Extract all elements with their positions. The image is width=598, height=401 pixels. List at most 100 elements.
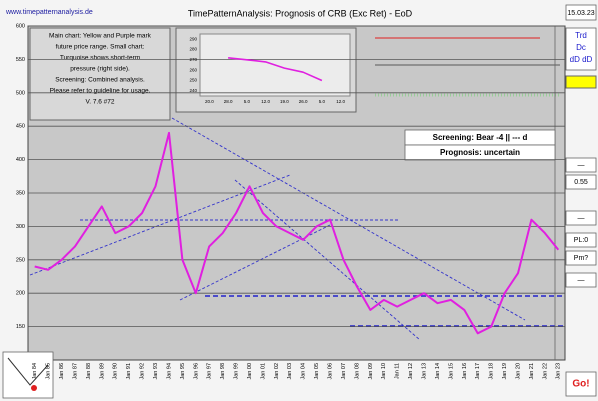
side-box bbox=[565, 250, 597, 266]
x-tick-label: Jan 97 bbox=[207, 363, 213, 380]
x-tick-label: Jan 01 bbox=[260, 363, 266, 380]
side-box bbox=[565, 272, 597, 288]
x-tick-label: Jan 94 bbox=[166, 363, 172, 380]
side-box bbox=[565, 174, 597, 190]
x-tick-label: 5.0 bbox=[319, 99, 326, 104]
x-tick-label: Jan 15 bbox=[448, 363, 454, 380]
x-tick-label: Jan 98 bbox=[220, 363, 226, 380]
x-tick-label: Jan 02 bbox=[274, 363, 280, 380]
side-box bbox=[565, 210, 597, 226]
y-tick-label: 350 bbox=[16, 190, 25, 196]
side-label: Dc bbox=[576, 43, 586, 52]
side-box bbox=[565, 157, 597, 173]
y-tick-label: 550 bbox=[16, 57, 25, 63]
x-tick-label: 20.0 bbox=[205, 99, 214, 104]
icon-box[interactable] bbox=[2, 351, 54, 399]
y-tick-label: 250 bbox=[189, 78, 197, 83]
x-tick-label: 28.0 bbox=[224, 99, 233, 104]
side-box-label: Pm? bbox=[574, 255, 589, 262]
y-tick-label: 150 bbox=[16, 324, 25, 330]
x-tick-label: Jan 19 bbox=[502, 363, 508, 380]
x-tick-label: 12.0 bbox=[336, 99, 345, 104]
y-tick-label: 400 bbox=[16, 157, 25, 163]
side-box-label: — bbox=[578, 162, 585, 169]
x-tick-label: Jan 12 bbox=[408, 363, 414, 380]
x-tick-label: Jan 16 bbox=[462, 363, 468, 380]
chart-title: TimePatternAnalysis: Prognosis of CRB (E… bbox=[188, 8, 413, 18]
y-tick-label: 500 bbox=[16, 90, 25, 96]
x-tick-label: Jan 22 bbox=[542, 363, 548, 380]
info-line: Main chart: Yellow and Purple mark bbox=[49, 33, 152, 40]
x-tick-label: Jan 17 bbox=[475, 363, 481, 380]
x-tick-label: Jan 20 bbox=[515, 363, 521, 380]
price-line bbox=[228, 57, 323, 82]
side-label: dD dD bbox=[570, 55, 593, 64]
icon-shape bbox=[7, 357, 49, 386]
x-tick-label: Jan 91 bbox=[126, 363, 132, 380]
yellow-box bbox=[565, 75, 597, 89]
x-tick-label: Jan 18 bbox=[489, 363, 495, 380]
x-tick-label: Jan 09 bbox=[368, 363, 374, 380]
side-box-label: — bbox=[578, 215, 585, 222]
x-tick-label: Jan 88 bbox=[86, 363, 92, 380]
x-tick-label: Jan 21 bbox=[529, 363, 535, 380]
x-tick-label: Jan 89 bbox=[99, 363, 105, 380]
x-tick-label: Jan 23 bbox=[556, 363, 562, 380]
x-tick-label: 19.0 bbox=[280, 99, 289, 104]
screening: Screening: Bear -4 || --- d bbox=[433, 133, 528, 142]
x-tick-label: Jan 05 bbox=[314, 363, 320, 380]
x-tick-label: Jan 10 bbox=[381, 363, 387, 380]
y-tick-label: 270 bbox=[189, 57, 197, 62]
y-tick-label: 450 bbox=[16, 124, 25, 130]
info-line: Turquoise shows short-term bbox=[60, 55, 140, 62]
side-box-label: 0.55 bbox=[574, 179, 588, 186]
x-tick-label: 5.0 bbox=[244, 99, 251, 104]
x-tick-label: Jan 04 bbox=[301, 363, 307, 380]
side-label: Trd bbox=[575, 31, 587, 40]
x-tick-label: Jan 96 bbox=[193, 363, 199, 380]
date: 15.03.23 bbox=[567, 10, 594, 17]
x-tick-label: Jan 85 bbox=[46, 363, 52, 380]
x-tick-label: Jan 99 bbox=[234, 363, 240, 380]
y-tick-label: 290 bbox=[189, 36, 197, 41]
info-line: V. 7.6 #72 bbox=[85, 99, 114, 106]
info-line: future price range. Small chart: bbox=[56, 44, 145, 51]
x-tick-label: Jan 86 bbox=[59, 363, 65, 380]
prognosis: Prognosis: uncertain bbox=[440, 148, 520, 157]
side-box-label: — bbox=[578, 277, 585, 284]
trend-box bbox=[565, 27, 597, 71]
icon-dot bbox=[31, 385, 37, 391]
x-tick-label: Jan 03 bbox=[287, 363, 293, 380]
x-tick-label: Jan 07 bbox=[341, 363, 347, 380]
x-tick-label: Jan 84 bbox=[32, 363, 38, 380]
x-tick-label: Jan 08 bbox=[354, 363, 360, 380]
y-tick-label: 200 bbox=[16, 291, 25, 297]
info-line: Screening: Combined analysis. bbox=[55, 77, 145, 84]
x-tick-label: Jan 14 bbox=[435, 363, 441, 380]
date-box bbox=[565, 4, 597, 21]
go-label[interactable]: Go! bbox=[572, 379, 589, 390]
x-tick-label: Jan 11 bbox=[395, 363, 401, 379]
info-line: pressure (right side). bbox=[70, 66, 130, 73]
y-tick-label: 240 bbox=[189, 88, 197, 93]
price-line bbox=[34, 131, 560, 335]
x-tick-label: Jan 90 bbox=[113, 363, 119, 380]
x-tick-label: Jan 92 bbox=[140, 363, 146, 380]
y-tick-label: 250 bbox=[16, 257, 25, 263]
y-tick-label: 300 bbox=[16, 224, 25, 230]
go-button[interactable] bbox=[565, 371, 597, 397]
info-box bbox=[29, 27, 171, 121]
y-tick-label: 600 bbox=[16, 23, 25, 29]
side-box-label: PL:0 bbox=[574, 237, 589, 244]
side-box bbox=[565, 232, 597, 248]
x-tick-label: Jan 95 bbox=[180, 363, 186, 380]
x-tick-label: Jan 00 bbox=[247, 363, 253, 380]
x-tick-label: 12.0 bbox=[261, 99, 270, 104]
site-link[interactable]: www.timepatternanalysis.de bbox=[5, 9, 93, 16]
y-tick-label: 280 bbox=[189, 47, 197, 52]
x-tick-label: Jan 13 bbox=[421, 363, 427, 380]
x-tick-label: Jan 87 bbox=[72, 363, 78, 380]
info-line: Please refer to guideline for usage. bbox=[50, 88, 151, 95]
x-tick-label: Jan 06 bbox=[328, 363, 334, 380]
